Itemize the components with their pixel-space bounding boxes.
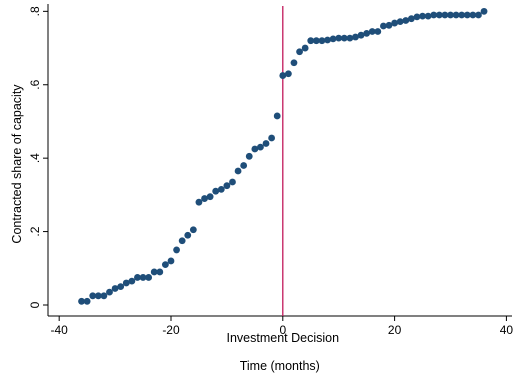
y-tick-label: .4 — [28, 153, 42, 163]
data-point — [268, 134, 276, 142]
data-point — [184, 231, 192, 239]
data-point — [363, 29, 371, 37]
data-point — [441, 11, 449, 19]
data-point — [469, 11, 477, 19]
data-point — [463, 11, 471, 19]
data-point — [156, 268, 164, 276]
data-point — [301, 44, 309, 52]
data-point — [83, 297, 91, 305]
x-tick-label: 20 — [388, 323, 402, 337]
data-point — [201, 195, 208, 202]
data-point — [251, 145, 259, 153]
x-axis-title: Time (months) — [240, 359, 320, 373]
data-points — [78, 7, 488, 305]
data-point — [94, 292, 102, 300]
data-point — [117, 283, 125, 291]
data-point — [346, 34, 354, 42]
data-point — [106, 288, 113, 296]
data-point — [178, 237, 186, 245]
data-point — [368, 28, 376, 35]
data-point — [279, 72, 287, 79]
data-point — [419, 12, 426, 20]
data-point — [435, 11, 443, 19]
data-point — [229, 178, 236, 186]
x-tick-label: 0 — [279, 323, 286, 337]
y-tick-label: .8 — [28, 6, 42, 16]
data-point — [128, 277, 136, 285]
data-point — [150, 268, 158, 276]
data-point — [312, 37, 320, 45]
data-point — [480, 7, 488, 15]
data-point — [189, 226, 197, 234]
data-point — [234, 167, 242, 175]
data-point — [111, 285, 119, 292]
data-point — [273, 112, 281, 120]
data-point — [380, 22, 387, 30]
data-point — [167, 257, 175, 265]
data-point — [391, 19, 399, 27]
data-point — [452, 11, 460, 19]
data-point — [329, 35, 337, 43]
data-point — [335, 34, 343, 42]
data-point — [195, 198, 203, 206]
data-point — [206, 193, 214, 201]
data-point — [100, 292, 108, 300]
data-point — [407, 15, 415, 23]
data-point — [240, 162, 248, 169]
data-point — [307, 37, 315, 45]
x-tick-label: -20 — [162, 323, 180, 337]
data-point — [217, 185, 225, 193]
data-point — [223, 182, 231, 190]
data-point — [430, 11, 438, 19]
data-point — [122, 279, 130, 287]
y-axis-title: Contracted share of capacity — [10, 84, 24, 244]
data-point — [245, 152, 253, 160]
y-tick-label: .6 — [28, 79, 42, 89]
data-point — [296, 48, 303, 56]
x-tick-label: -40 — [51, 323, 69, 337]
data-point — [458, 11, 466, 19]
data-point — [78, 297, 85, 305]
data-point — [284, 70, 292, 78]
data-point — [402, 17, 410, 24]
data-point — [447, 11, 454, 19]
data-point — [89, 292, 97, 300]
data-point — [173, 246, 180, 254]
axes: 0 .2 .4 .6 .8 -40 -20 0 20 40 — [28, 4, 513, 337]
data-point — [145, 274, 153, 281]
data-point — [262, 140, 270, 147]
y-tick-label: .2 — [28, 226, 42, 236]
y-tick-label: 0 — [28, 301, 42, 308]
investment-decision-label: Investment Decision — [227, 331, 340, 345]
x-tick-label: 40 — [500, 323, 513, 337]
data-point — [324, 36, 331, 44]
data-point — [134, 274, 141, 281]
data-point — [212, 187, 220, 195]
data-point — [290, 59, 298, 67]
data-point — [396, 18, 404, 26]
data-point — [139, 274, 147, 281]
data-point — [413, 13, 421, 21]
data-point — [475, 11, 482, 19]
data-point — [374, 28, 382, 35]
data-point — [385, 21, 393, 29]
data-point — [352, 33, 359, 41]
data-point — [424, 12, 432, 20]
data-point — [318, 37, 326, 45]
data-point — [257, 143, 264, 151]
data-point — [161, 261, 169, 269]
data-point — [340, 34, 348, 42]
data-point — [357, 31, 365, 39]
